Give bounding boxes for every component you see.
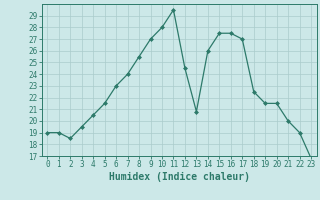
X-axis label: Humidex (Indice chaleur): Humidex (Indice chaleur) — [109, 172, 250, 182]
